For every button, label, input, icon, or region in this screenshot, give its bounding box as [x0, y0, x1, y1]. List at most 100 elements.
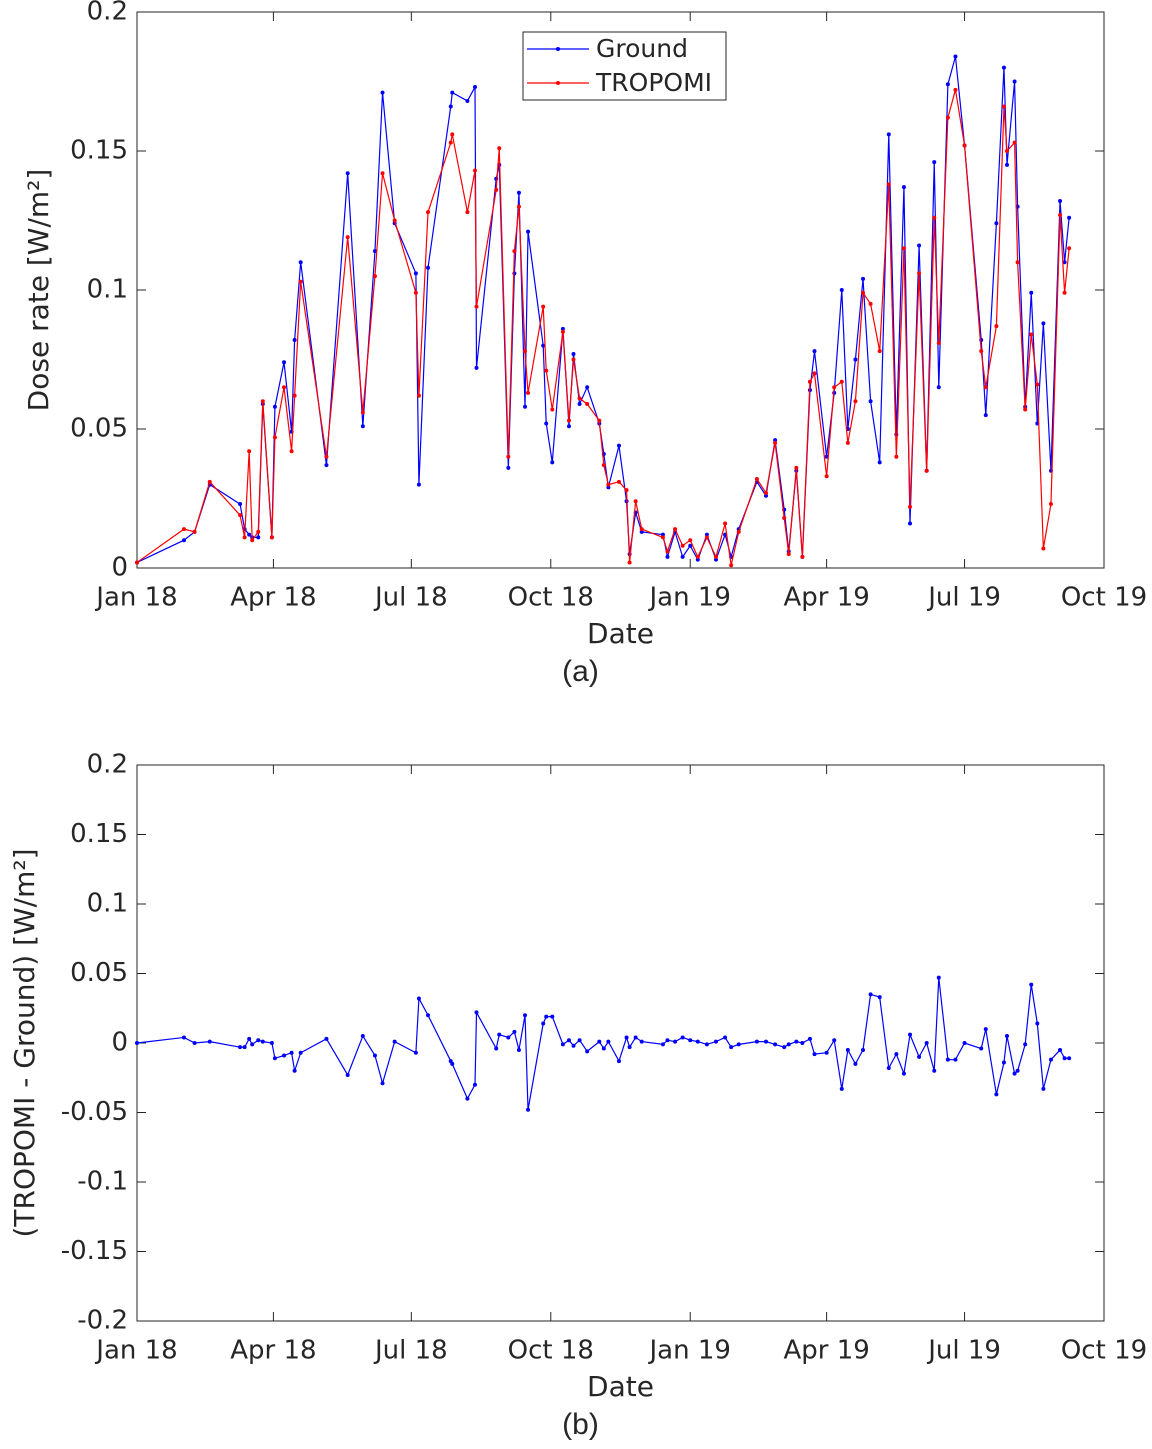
data-point — [247, 532, 252, 537]
data-point — [541, 304, 546, 309]
data-point — [282, 1053, 287, 1058]
data-point — [474, 304, 479, 309]
data-point — [272, 404, 277, 409]
data-point — [413, 290, 418, 295]
data-point — [782, 515, 787, 520]
data-point — [606, 482, 611, 487]
data-point — [983, 385, 988, 390]
data-point — [894, 454, 899, 459]
data-point — [497, 1032, 502, 1037]
data-point — [289, 1050, 294, 1055]
data-point — [181, 527, 186, 532]
data-point — [1058, 1047, 1063, 1052]
data-point — [1029, 982, 1034, 987]
data-point — [853, 357, 858, 362]
data-point — [639, 527, 644, 532]
data-point — [585, 401, 590, 406]
data-point — [1001, 104, 1006, 109]
data-point — [448, 104, 453, 109]
data-point — [729, 563, 734, 568]
data-point — [754, 477, 759, 482]
y-axis-label: Dose rate [W/m²] — [22, 169, 55, 412]
data-point — [704, 1042, 709, 1047]
data-point — [606, 1039, 611, 1044]
axes: 0 0.05 0.1 0.15 0.2 Jan 18 Apr 18 Jul 18 Oct 18 J… — [22, 0, 1147, 688]
data-point — [616, 479, 621, 484]
data-point — [416, 482, 421, 487]
data-point — [917, 243, 922, 248]
x-tick-label: Jul 18 — [373, 583, 448, 613]
data-point — [953, 1057, 958, 1062]
data-point — [886, 182, 891, 187]
data-point — [506, 1035, 511, 1040]
data-point — [506, 465, 511, 470]
data-point — [292, 1068, 297, 1073]
data-point — [868, 399, 873, 404]
data-point — [853, 399, 858, 404]
x-tick-label: Apr 18 — [230, 583, 316, 613]
axes: -0.2 -0.15 -0.1 -0.05 0 0.05 0.1 0.15 0.2 Jan 18 A… — [8, 750, 1147, 1441]
data-point — [1001, 65, 1006, 70]
data-point — [616, 1059, 621, 1064]
data-point — [298, 279, 303, 284]
data-point — [550, 407, 555, 412]
data-point — [639, 529, 644, 534]
data-point — [1004, 149, 1009, 153]
legend: Ground TROPOMI — [522, 31, 727, 101]
data-point — [907, 1032, 912, 1037]
x-tick-label: Oct 19 — [1061, 1336, 1147, 1366]
data-point — [392, 1039, 397, 1044]
data-point — [695, 1039, 700, 1044]
data-point — [516, 1047, 521, 1052]
data-point — [812, 371, 817, 376]
data-point — [292, 338, 297, 343]
data-point — [571, 1043, 576, 1048]
data-point — [953, 54, 958, 59]
data-point — [426, 210, 431, 215]
data-point — [729, 1045, 734, 1050]
data-point — [917, 1054, 922, 1059]
data-point — [577, 396, 582, 401]
data-point — [673, 527, 678, 532]
data-point — [807, 1036, 812, 1041]
data-point — [292, 393, 297, 398]
data-point — [936, 975, 941, 980]
data-point — [601, 463, 606, 468]
data-point — [936, 385, 941, 390]
data-point — [324, 463, 329, 468]
y-tick-label: 0.1 — [87, 889, 128, 919]
data-point — [242, 535, 247, 540]
data-point — [773, 1042, 778, 1047]
x-tick-label: Apr 19 — [783, 1336, 869, 1366]
data-point — [824, 1050, 829, 1055]
data-point — [901, 185, 906, 190]
legend-marker — [556, 47, 560, 51]
data-point — [704, 532, 709, 537]
data-point — [550, 1014, 555, 1019]
data-point — [260, 399, 265, 404]
data-point — [372, 1053, 377, 1058]
data-point — [901, 246, 906, 251]
data-point — [704, 535, 709, 540]
data-point — [907, 504, 912, 509]
data-point — [1067, 1056, 1072, 1061]
series-line — [136, 56, 1070, 563]
data-point — [324, 454, 329, 459]
y-tick-label: 0.2 — [87, 750, 128, 780]
data-point — [665, 1038, 670, 1043]
x-tick-label: Jan 18 — [94, 1336, 177, 1366]
data-point — [953, 87, 958, 92]
data-point — [680, 1035, 685, 1040]
data-point — [544, 368, 549, 373]
data-point — [917, 271, 922, 276]
data-point — [1041, 1086, 1046, 1091]
data-point — [450, 132, 455, 137]
data-point — [994, 221, 999, 226]
data-point — [560, 326, 565, 331]
data-point — [606, 485, 611, 490]
data-point — [665, 549, 670, 554]
data-point — [242, 1045, 247, 1050]
data-point — [380, 90, 385, 95]
data-point — [764, 490, 769, 495]
